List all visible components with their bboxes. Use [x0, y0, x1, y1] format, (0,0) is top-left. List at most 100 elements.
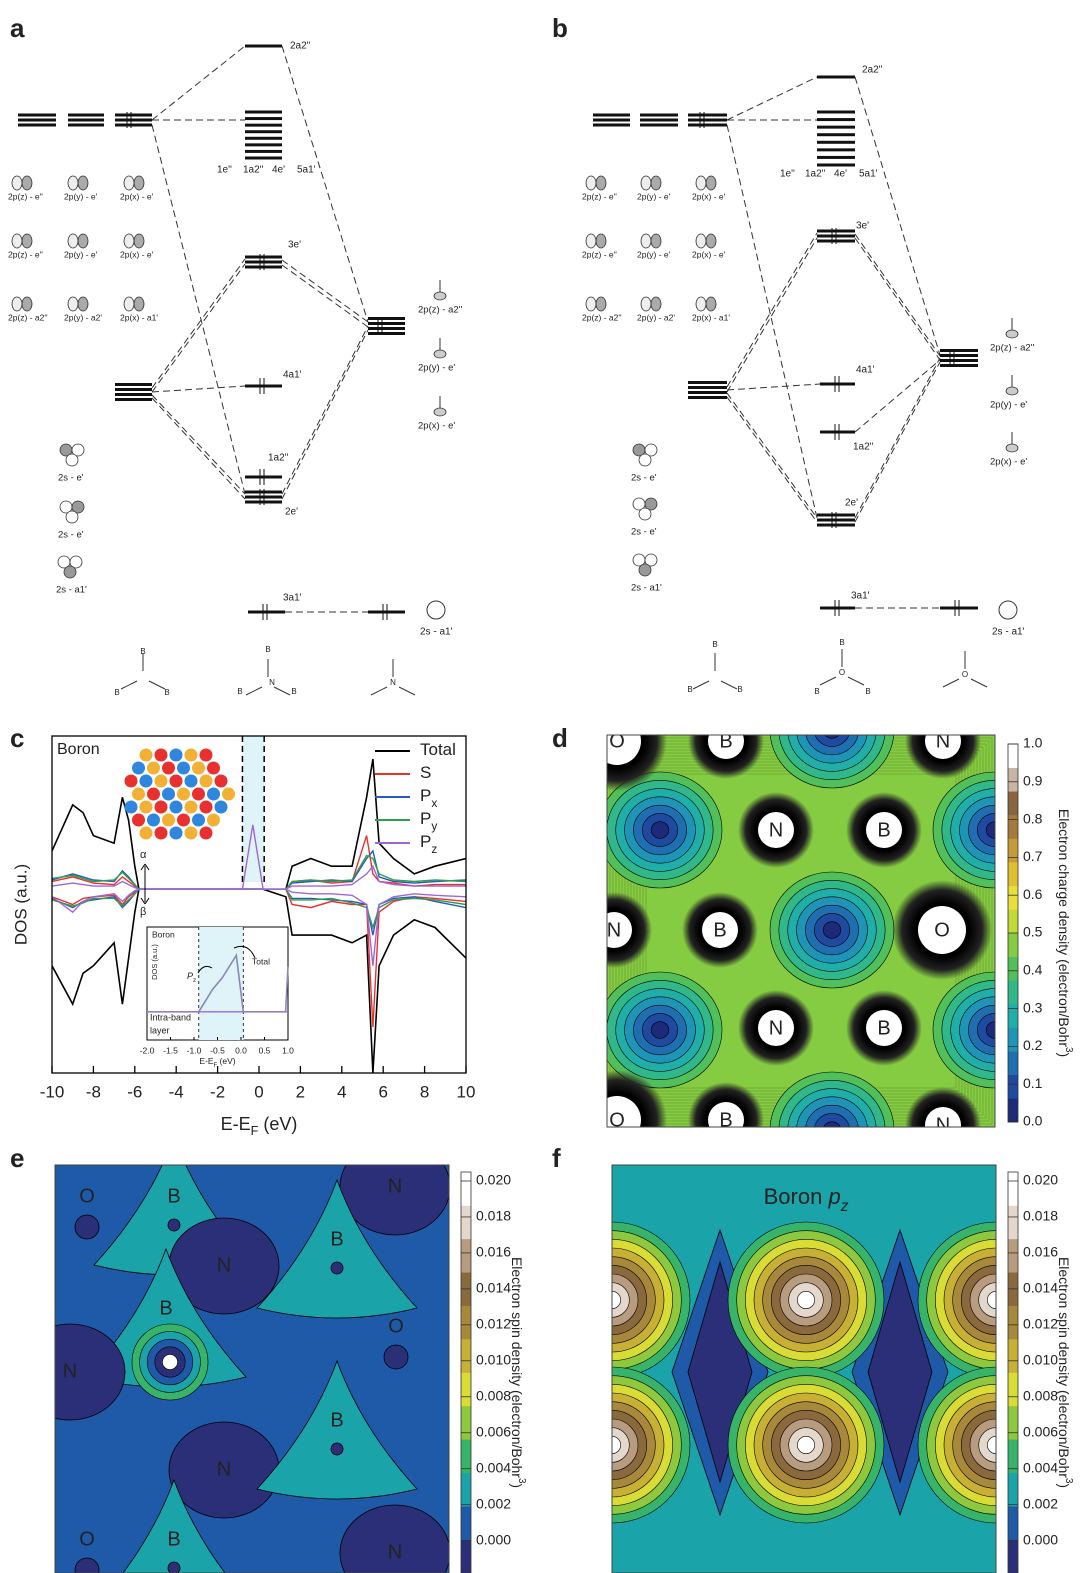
energy-level	[115, 114, 152, 117]
label: 0.2	[1023, 1037, 1043, 1053]
lattice-atom	[132, 762, 145, 775]
line	[727, 393, 817, 518]
label: 1a2''	[853, 442, 874, 453]
label-part: S	[420, 763, 431, 782]
label: 2s - a1'	[420, 627, 453, 638]
label: 0.004	[1023, 1459, 1058, 1475]
colorbar-swatch	[1008, 1406, 1018, 1440]
label: -0.5	[210, 1045, 225, 1055]
energy-level	[688, 124, 727, 127]
lattice-atom	[200, 827, 213, 840]
lattice-atom	[200, 801, 213, 814]
label: 2s - a1'	[992, 627, 1025, 638]
line	[282, 326, 368, 494]
label: 1a2''	[243, 165, 264, 176]
lattice-atom	[147, 814, 160, 827]
energy-level	[940, 364, 978, 367]
label: 3a1'	[851, 591, 870, 602]
label: N	[390, 678, 396, 687]
energy-level	[688, 119, 727, 122]
label: 2p(y) - e'	[418, 363, 455, 374]
label: 2p(x) - a1'	[120, 312, 158, 322]
label: 5a1'	[859, 169, 878, 180]
label: 2p(y) - e'	[64, 249, 98, 259]
contour-band	[384, 1345, 408, 1369]
label: 4a1'	[856, 365, 875, 376]
energy-level	[940, 349, 978, 352]
label: B	[839, 638, 844, 647]
energy-level	[115, 388, 152, 391]
energy-level	[940, 354, 978, 357]
colorbar-swatch	[461, 1306, 471, 1340]
label: Electron spin density (electron/Bohr3)	[509, 1257, 527, 1488]
contour-band	[797, 1291, 814, 1308]
energy-level	[817, 126, 855, 129]
label: 2p(x) - e'	[692, 249, 726, 259]
label: 0.016	[1023, 1244, 1058, 1260]
line	[152, 395, 245, 494]
label-part: E-E	[199, 1056, 214, 1066]
orbital-icon	[706, 297, 716, 311]
label: O	[79, 1185, 95, 1207]
energy-level	[18, 114, 56, 117]
lattice-atom	[140, 827, 153, 840]
label: O	[79, 1528, 95, 1550]
label: 0.002	[476, 1495, 511, 1511]
lattice-atom	[177, 814, 190, 827]
label: Intra-band	[150, 1012, 191, 1022]
label: N	[607, 919, 621, 941]
energy-level	[688, 391, 727, 394]
contour-band	[814, 1113, 849, 1146]
label: B	[719, 1109, 732, 1131]
label: 2p(z) - a2''	[8, 312, 48, 322]
line	[282, 46, 368, 322]
energy-level	[245, 150, 282, 153]
line	[141, 864, 145, 870]
label: -1.0	[187, 1045, 202, 1055]
label: 2e'	[285, 507, 298, 518]
orbital-icon	[78, 234, 88, 248]
lattice-atom	[132, 788, 145, 801]
label: 2s - e'	[58, 473, 84, 484]
label: 2s - a1'	[631, 583, 662, 594]
label: 0.012	[476, 1316, 511, 1332]
label: 2s - e'	[58, 530, 84, 541]
label: N	[388, 1175, 402, 1197]
label: N	[217, 1254, 231, 1276]
line	[971, 679, 987, 687]
orbital-icon	[66, 454, 78, 466]
label: 0.018	[476, 1208, 511, 1224]
contour-band	[797, 1436, 814, 1453]
label: N	[936, 1114, 950, 1136]
lattice-atom	[125, 801, 138, 814]
orbital-icon	[999, 601, 1017, 619]
label: 3e'	[856, 221, 869, 232]
line	[152, 264, 245, 392]
orbital-icon	[696, 234, 706, 248]
energy-level	[688, 381, 727, 384]
label: 2p(y) - a2'	[637, 312, 675, 322]
label: β	[140, 906, 146, 918]
label: layer	[150, 1025, 170, 1035]
label: -6	[127, 1082, 142, 1101]
colorbar-swatch	[1008, 1306, 1018, 1340]
colorbar-swatch	[1008, 1239, 1018, 1273]
label-part: )	[509, 1483, 525, 1488]
energy-level	[688, 114, 727, 117]
label: 2e'	[845, 498, 858, 509]
colorbar-swatch	[1008, 1439, 1018, 1473]
lattice-atom	[140, 749, 153, 762]
energy-level	[817, 156, 855, 159]
label: -10	[40, 1082, 65, 1101]
label: 0.3	[1023, 999, 1043, 1015]
contour-band	[823, 1122, 841, 1139]
label: 0.020	[476, 1172, 511, 1188]
lattice-atom	[215, 801, 228, 814]
energy-level	[817, 164, 855, 167]
label: 0	[254, 1082, 263, 1101]
colorbar-swatch	[1008, 1098, 1018, 1122]
orbital-icon	[22, 176, 32, 190]
label-part: Total	[420, 740, 456, 759]
label: 2p(z) - a2''	[990, 343, 1034, 354]
energy-level	[820, 383, 855, 386]
